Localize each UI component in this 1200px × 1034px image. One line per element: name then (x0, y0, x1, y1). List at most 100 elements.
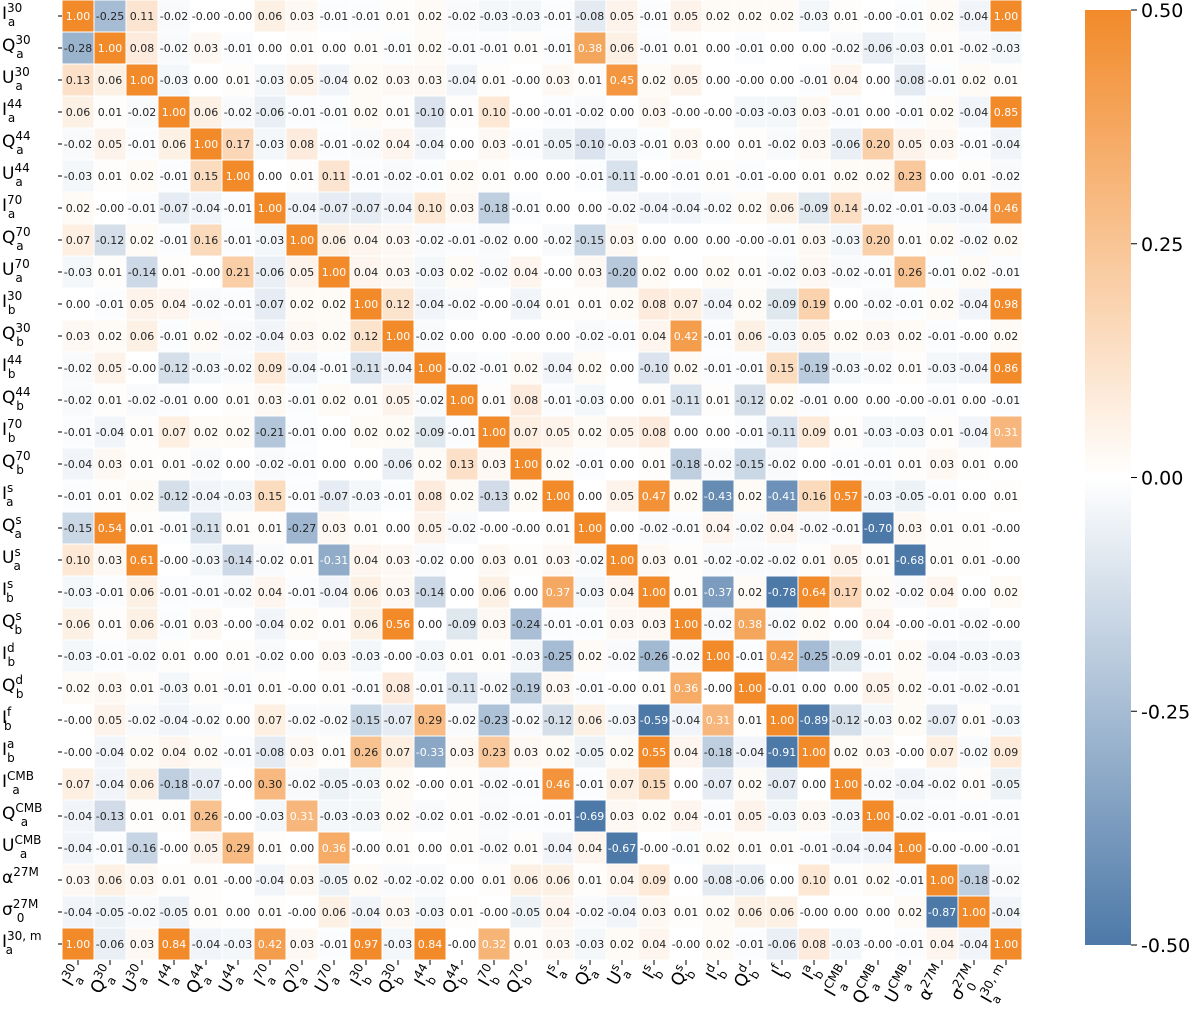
cell-value-label: -0.00 (992, 618, 1020, 631)
cell-value-label: -0.02 (704, 202, 732, 215)
cell-value-label: 0.02 (418, 10, 443, 23)
heatmap-cell (765, 799, 799, 833)
cell-value-label: -0.01 (224, 202, 252, 215)
cell-value-label: 0.02 (514, 362, 539, 375)
cell-value-label: -0.02 (576, 554, 604, 567)
heatmap-cell (893, 607, 927, 641)
cell-value-label: -0.43 (704, 490, 732, 503)
heatmap-cell (861, 639, 895, 673)
cell-value-label: 0.01 (290, 170, 315, 183)
heatmap-cell (445, 415, 479, 449)
cell-value-label: 0.02 (322, 394, 347, 407)
heatmap-cell (189, 703, 223, 737)
cell-value-label: -0.01 (160, 522, 188, 535)
cell-value-label: 0.03 (546, 554, 571, 567)
heatmap-cell (541, 95, 575, 129)
cell-value-label: 0.17 (834, 586, 859, 599)
cell-value-label: 0.02 (194, 426, 219, 439)
cell-value-label: 0.01 (130, 810, 155, 823)
heatmap-cell (605, 927, 639, 961)
cell-value-label: -0.01 (864, 266, 892, 279)
cell-value-label: 0.04 (770, 522, 795, 535)
cell-value-label: 0.38 (578, 42, 603, 55)
heatmap-cell (285, 895, 319, 929)
x-tick-label: Q44a (180, 961, 219, 1000)
cell-value-label: 0.46 (546, 778, 571, 791)
cell-value-label: -0.14 (224, 554, 252, 567)
heatmap-cell (381, 927, 415, 961)
cell-value-label: 0.04 (354, 266, 379, 279)
cell-value-label: 0.02 (578, 650, 603, 663)
cell-value-label: 0.37 (546, 586, 571, 599)
y-tick-label: Q70 a (2, 225, 31, 253)
x-tick-label: α27M (912, 961, 950, 1004)
heatmap-cell (989, 415, 1023, 449)
cell-value-label: 0.03 (546, 938, 571, 951)
cell-value-label: 0.01 (98, 106, 123, 119)
heatmap-cell (317, 799, 351, 833)
cell-value-label: 0.04 (642, 330, 667, 343)
cell-value-label: 0.03 (482, 554, 507, 567)
cell-value-label: 0.02 (674, 490, 699, 503)
cell-value-label: 0.01 (898, 458, 923, 471)
cell-value-label: 0.02 (802, 618, 827, 631)
heatmap-cell (605, 351, 639, 385)
heatmap-cell (861, 607, 895, 641)
cell-value-label: 0.05 (418, 522, 443, 535)
heatmap-cell (317, 863, 351, 897)
cell-value-label: 0.02 (610, 746, 635, 759)
cell-value-label: -0.01 (736, 362, 764, 375)
cell-value-label: -0.12 (832, 714, 860, 727)
cell-value-label: -0.01 (992, 682, 1020, 695)
heatmap-cell (893, 127, 927, 161)
heatmap-cell (221, 511, 255, 545)
cell-value-label: 0.01 (738, 714, 763, 727)
y-tick-label: I44 a (2, 97, 22, 125)
cell-value-label: 0.03 (290, 938, 315, 951)
heatmap-cell (541, 447, 575, 481)
cell-value-label: -0.04 (256, 618, 284, 631)
cell-value-label: 0.06 (162, 138, 187, 151)
heatmap-cell (285, 767, 319, 801)
heatmap-cell (509, 575, 543, 609)
cell-value-label: 0.06 (770, 202, 795, 215)
cell-value-label: 0.05 (802, 330, 827, 343)
cell-value-label: 0.03 (290, 10, 315, 23)
y-tick-label: Qs b (2, 609, 22, 637)
cell-value-label: 1.00 (770, 714, 795, 727)
cell-value-label: 0.02 (322, 298, 347, 311)
heatmap-cells: 1.00 -0.25 0.11 -0.02 -0.00 -0.00 0.06 0.03 -0.0… (61, 0, 1023, 961)
cell-value-label: -0.04 (192, 202, 220, 215)
heatmap-cell (381, 63, 415, 97)
heatmap-cell (637, 191, 671, 225)
cell-value-label: -0.01 (576, 170, 604, 183)
cell-value-label: 0.12 (386, 298, 411, 311)
cell-value-label: -0.00 (544, 266, 572, 279)
cell-value-label: 0.02 (930, 10, 955, 23)
heatmap-cell (445, 383, 479, 417)
heatmap-cell (765, 63, 799, 97)
heatmap-cell (893, 735, 927, 769)
heatmap-cell (61, 575, 95, 609)
cell-value-label: -0.01 (320, 362, 348, 375)
cell-value-label: -0.03 (576, 394, 604, 407)
cell-value-label: 0.05 (98, 138, 123, 151)
cell-value-label: 0.01 (930, 554, 955, 567)
heatmap-cell (637, 0, 671, 33)
cell-value-label: 0.10 (418, 202, 443, 215)
cell-value-label: -0.06 (832, 138, 860, 151)
cell-value-label: -0.03 (352, 778, 380, 791)
cell-value-label: -0.01 (864, 650, 892, 663)
cell-value-label: 0.01 (450, 842, 475, 855)
cell-value-label: -0.01 (896, 298, 924, 311)
cell-value-label: -0.01 (160, 394, 188, 407)
cell-value-label: -0.00 (64, 714, 92, 727)
cell-value-label: -0.01 (832, 106, 860, 119)
cell-value-label: 0.01 (514, 554, 539, 567)
heatmap-cell (989, 287, 1023, 321)
heatmap-cell (253, 319, 287, 353)
cell-value-label: 0.06 (738, 906, 763, 919)
heatmap-cell (541, 799, 575, 833)
cell-value-label: 0.03 (482, 618, 507, 631)
heatmap-cell (733, 511, 767, 545)
